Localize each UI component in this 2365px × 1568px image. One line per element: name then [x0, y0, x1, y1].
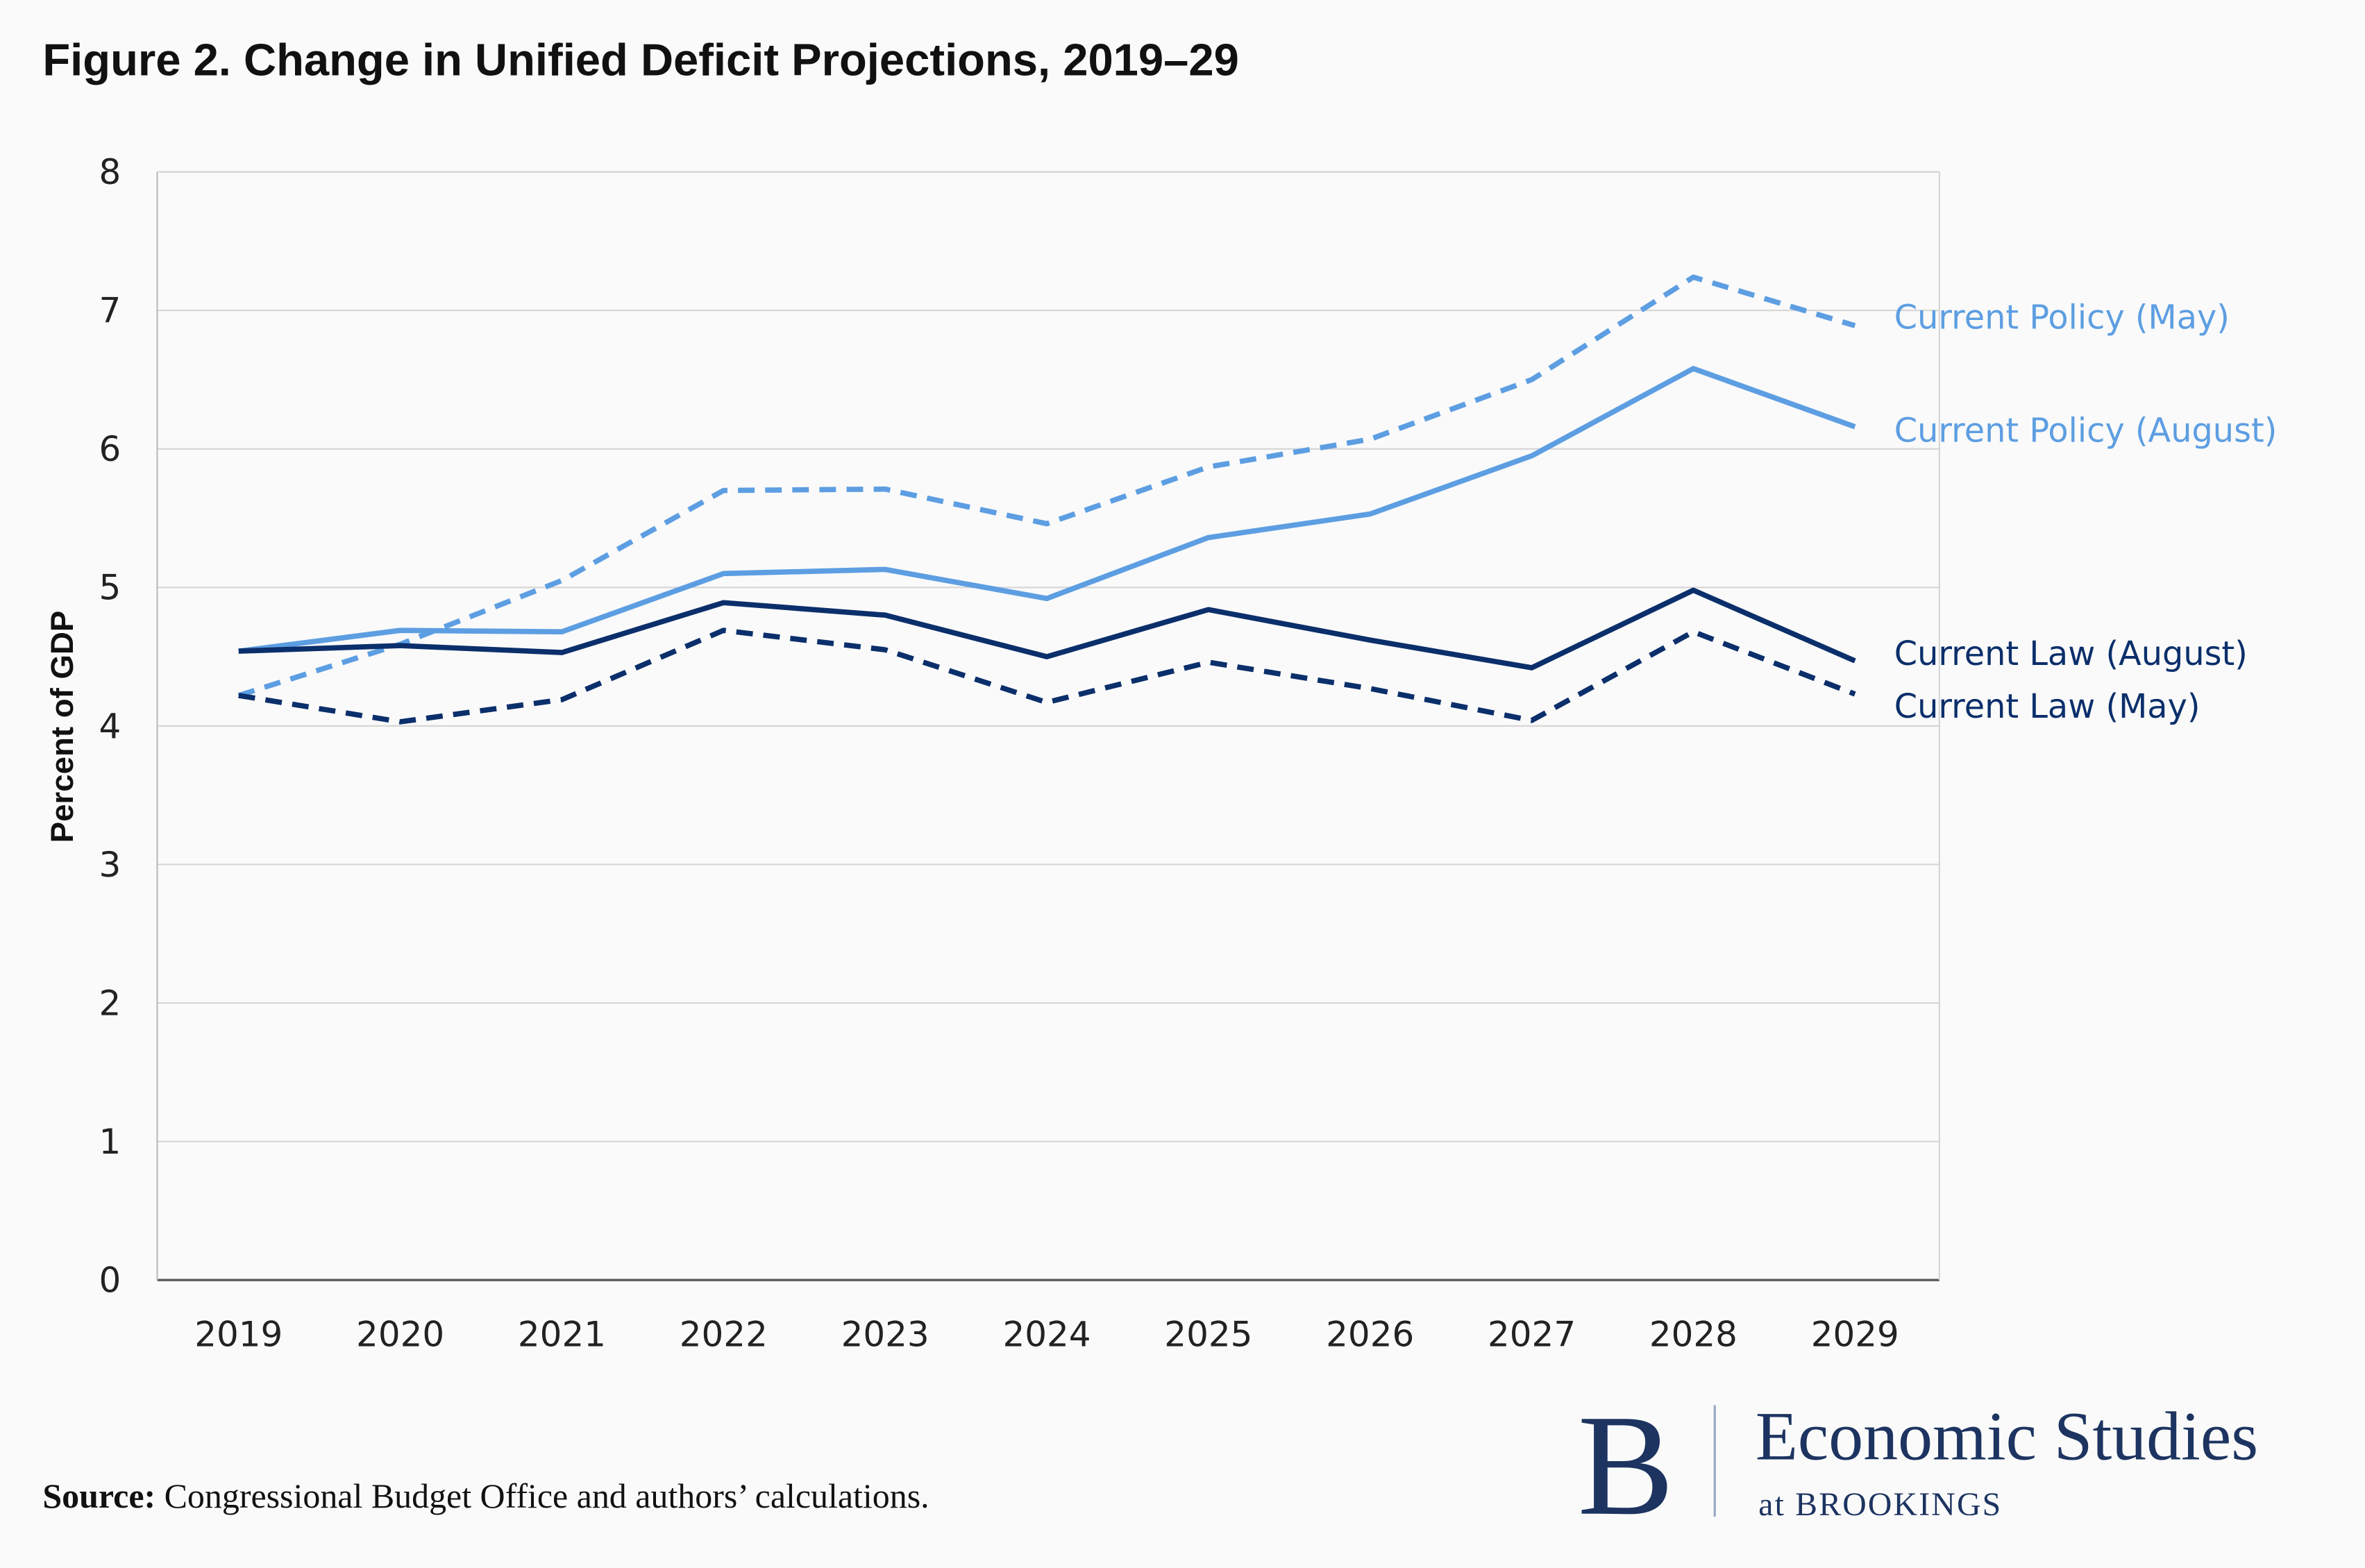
- y-tick-label: 7: [99, 291, 121, 331]
- y-tick-label: 3: [99, 845, 121, 885]
- x-tick-label: 2025: [1164, 1315, 1252, 1355]
- series-label: Current Law (August): [1894, 635, 2248, 673]
- gridlines: [156, 171, 1940, 1281]
- chart-title: Figure 2. Change in Unified Deficit Proj…: [42, 35, 1239, 85]
- x-tick-labels: 2019 2020 2021 2022 2023 2024 2025 2026 2027 2028…: [194, 1315, 1899, 1355]
- y-tick-label: 6: [99, 429, 121, 469]
- y-tick-label: 0: [99, 1261, 121, 1301]
- y-tick-label: 4: [99, 706, 121, 746]
- series-label: Current Policy (August): [1894, 412, 2278, 450]
- logo-line1: Economic Studies: [1756, 1398, 2258, 1475]
- series-label: Current Policy (May): [1894, 299, 2230, 337]
- x-tick-label: 2029: [1811, 1315, 1899, 1355]
- x-tick-label: 2020: [356, 1315, 444, 1355]
- x-tick-label: 2028: [1649, 1315, 1737, 1355]
- x-tick-label: 2021: [518, 1315, 606, 1355]
- logo-mark: B: [1578, 1385, 1674, 1546]
- y-tick-label: 5: [99, 568, 121, 608]
- x-tick-label: 2023: [841, 1315, 929, 1355]
- series-label: Current Law (May): [1894, 688, 2200, 726]
- series-line-3: [238, 627, 1856, 725]
- x-tick-label: 2022: [680, 1315, 768, 1355]
- y-axis-label: Percent of GDP: [44, 611, 80, 843]
- brookings-logo: B Economic Studies at BROOKINGS: [1578, 1385, 2259, 1546]
- x-tick-label: 2026: [1326, 1315, 1414, 1355]
- series-lines: [237, 274, 1856, 725]
- y-tick-label: 8: [99, 152, 121, 192]
- series-line-1: [238, 366, 1856, 654]
- source-text: Congressional Budget Office and authors’…: [155, 1476, 929, 1515]
- y-tick-labels: 0 1 2 3 4 5 6 7 8: [99, 152, 121, 1301]
- logo-line2: at BROOKINGS: [1758, 1486, 2002, 1523]
- y-tick-label: 1: [99, 1122, 121, 1162]
- y-tick-label: 2: [99, 983, 121, 1023]
- x-tick-label: 2019: [194, 1315, 283, 1355]
- x-tick-label: 2024: [1002, 1315, 1091, 1355]
- source-note: Source: Congressional Budget Office and …: [42, 1476, 929, 1515]
- source-label: Source:: [42, 1476, 155, 1515]
- series-labels: Current Policy (May) Current Policy (Augu…: [1894, 299, 2278, 726]
- x-tick-label: 2027: [1488, 1315, 1576, 1355]
